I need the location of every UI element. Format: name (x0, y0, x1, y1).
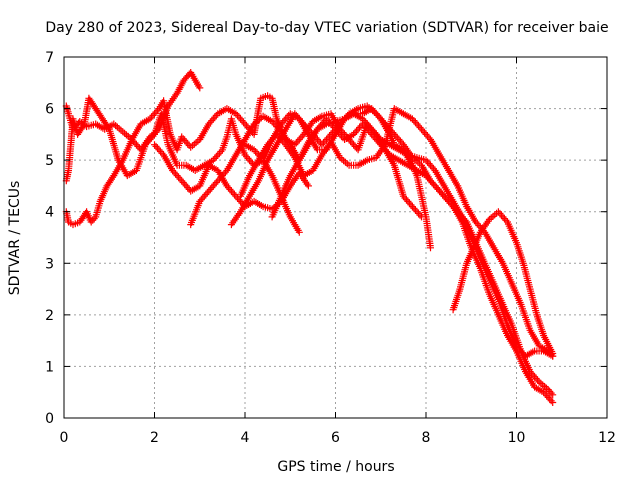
series-track-2 (62, 94, 434, 252)
x-tick-label: 10 (508, 430, 526, 446)
y-axis-label: SDTVAR / TECUs (7, 181, 23, 296)
marker-path (237, 105, 557, 360)
x-tick-label: 2 (150, 430, 159, 446)
series-track-7 (237, 105, 557, 360)
marker-path (241, 141, 303, 236)
data-markers (62, 69, 557, 406)
marker-path (62, 94, 434, 252)
y-tick-label: 0 (45, 411, 54, 427)
x-tick-label: 8 (422, 430, 431, 446)
y-tick-label: 1 (45, 359, 54, 375)
x-tick-label: 0 (60, 430, 69, 446)
x-tick-label: 4 (241, 430, 250, 446)
y-tick-label: 7 (45, 50, 54, 66)
y-tick-label: 6 (45, 102, 54, 118)
x-tick-label: 12 (598, 430, 616, 446)
y-tick-label: 2 (45, 308, 54, 324)
y-tick-label: 5 (45, 153, 54, 169)
series-track-10 (449, 208, 557, 357)
chart-title: Day 280 of 2023, Sidereal Day-to-day VTE… (45, 20, 608, 36)
x-axis-label: GPS time / hours (277, 459, 394, 475)
x-tick-label: 6 (331, 430, 340, 446)
y-tick-label: 4 (45, 205, 54, 221)
series-track-9 (241, 141, 303, 236)
marker-path (449, 208, 557, 357)
y-tick-label: 3 (45, 256, 54, 272)
